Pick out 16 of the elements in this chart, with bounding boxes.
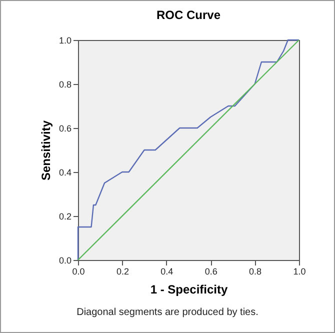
x-tick-label: 1.0 — [293, 266, 306, 276]
x-tick-label: 0.0 — [72, 266, 85, 276]
y-tick-label: 0.4 — [58, 168, 72, 178]
y-tick-label: 0.6 — [58, 124, 72, 134]
x-axis-title: 1 - Specificity — [150, 282, 228, 296]
y-axis-title: Sensitivity — [38, 120, 53, 181]
x-tick-label: 0.8 — [249, 266, 262, 276]
y-tick-label: 0.0 — [58, 256, 72, 266]
x-tick-label: 0.4 — [160, 266, 174, 276]
x-tick-label: 0.2 — [116, 266, 129, 276]
x-tick-label: 0.6 — [204, 266, 218, 276]
y-tick-label: 0.8 — [58, 80, 72, 90]
chart-title: ROC Curve — [156, 8, 221, 22]
text: Diagonal segments are produced by ties. — [76, 307, 260, 318]
y-tick-label: 0.2 — [58, 212, 72, 222]
y-tick-label: 1.0 — [58, 36, 72, 46]
